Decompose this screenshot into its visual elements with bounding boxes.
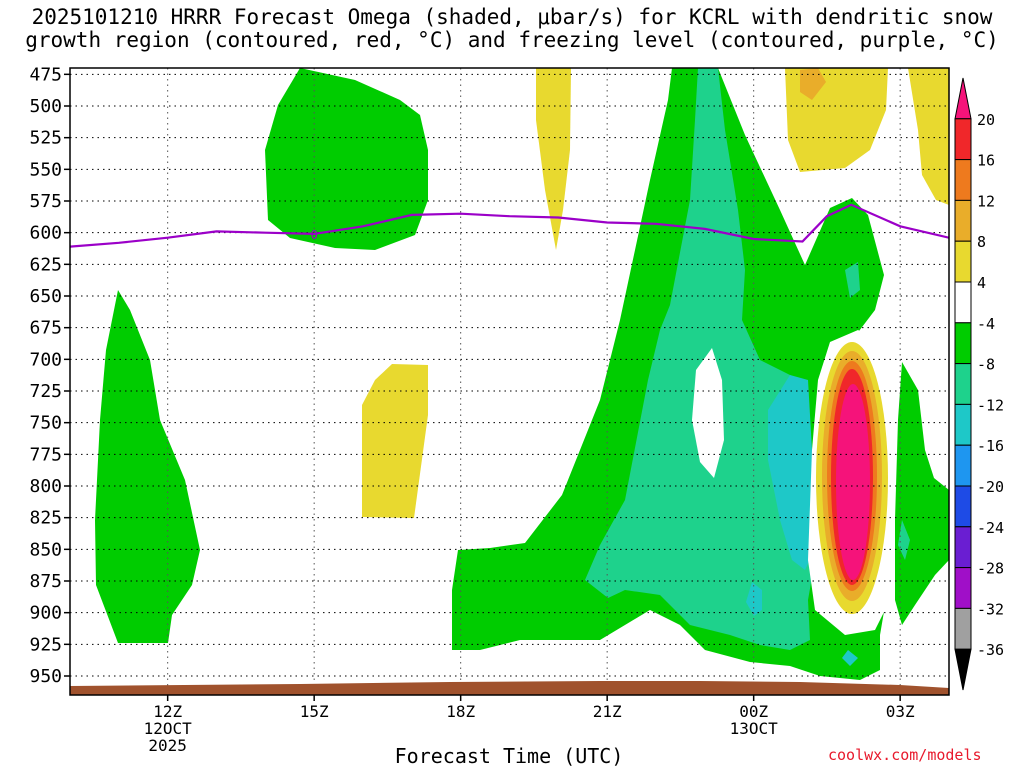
freezing-level-line (70, 203, 949, 248)
y-tick-label: 625 (29, 254, 62, 275)
x-tick-date: 12OCT (144, 719, 193, 738)
x-tick-year: 2025 (148, 736, 187, 755)
y-tick-label: 700 (29, 349, 62, 370)
freezing-level-label: 0 (311, 228, 318, 242)
colorbar-swatch (954, 281, 972, 324)
colorbar-swatch (954, 322, 972, 365)
omega-region-yellow (908, 68, 949, 205)
colorbar-swatch (954, 159, 972, 201)
y-tick-label: 525 (29, 128, 62, 149)
colorbar-swatch (954, 240, 972, 283)
colorbar-swatch (954, 607, 972, 650)
x-tick-label: 15Z (300, 702, 329, 721)
x-tick-label: 18Z (446, 702, 475, 721)
omega-region-yellow (362, 364, 428, 518)
y-axis: 475 500 525 550 575 600 625 650 675 700 725 750 775 8… (29, 64, 70, 687)
colorbar-swatch (954, 648, 972, 691)
omega-region-teal (585, 68, 815, 650)
x-tick-label: 00Z (739, 702, 768, 721)
colorbar-swatch (954, 403, 972, 446)
x-tick-label: 03Z (886, 702, 915, 721)
x-tick-label: 12Z (153, 702, 182, 721)
y-tick-label: 850 (29, 539, 62, 560)
chart-title-line2: growth region (contoured, red, °C) and f… (25, 28, 999, 52)
colorbar-label: -12 (977, 396, 1004, 414)
y-tick-label: 875 (29, 571, 62, 592)
x-tick-date: 13OCT (730, 719, 779, 738)
y-tick-label: 475 (29, 64, 62, 85)
omega-region-magenta (836, 384, 870, 580)
omega-region-gold (800, 68, 826, 100)
colorbar: 20 16 12 8 4 -4 -8 -12 -16 -20 -24 -28 -32 -36 (954, 77, 1004, 691)
x-axis-label: Forecast Time (UTC) (394, 744, 624, 768)
y-tick-label: 575 (29, 191, 62, 212)
omega-region-yellow (536, 68, 571, 250)
colorbar-swatch (954, 77, 972, 120)
y-tick-label: 725 (29, 381, 62, 402)
colorbar-label: -28 (977, 560, 1004, 578)
colorbar-label: -32 (977, 600, 1004, 618)
omega-shading (95, 68, 949, 680)
omega-region-green (895, 362, 949, 625)
y-tick-label: 750 (29, 413, 62, 434)
colorbar-label: -36 (977, 641, 1004, 659)
y-tick-label: 650 (29, 286, 62, 307)
colorbar-label: -4 (977, 315, 995, 333)
credit-link[interactable]: coolwx.com/models (828, 746, 982, 764)
y-tick-label: 500 (29, 96, 62, 117)
colorbar-swatch (954, 199, 972, 242)
y-tick-label: 925 (29, 634, 62, 655)
omega-region-white (692, 348, 724, 478)
omega-region-teal (898, 520, 910, 560)
colorbar-swatch (954, 363, 972, 405)
chart-title: 2025101210 HRRR Forecast Omega (shaded, … (0, 6, 1024, 52)
grid-lines (70, 68, 949, 695)
colorbar-label: -20 (977, 478, 1004, 496)
y-tick-label: 800 (29, 476, 62, 497)
omega-region-green (95, 290, 200, 643)
y-tick-label: 825 (29, 508, 62, 529)
colorbar-swatch (954, 567, 972, 609)
y-tick-label: 675 (29, 318, 62, 339)
omega-region-cyan (845, 262, 860, 298)
omega-region-cyan (842, 650, 858, 666)
omega-region-green (265, 68, 428, 250)
colorbar-label: 8 (977, 233, 986, 251)
chart-title-line1: 2025101210 HRRR Forecast Omega (shaded, … (31, 5, 993, 29)
y-tick-label: 950 (29, 666, 62, 687)
colorbar-label: 12 (977, 192, 995, 210)
colorbar-label: -8 (977, 356, 995, 374)
omega-region-cyan (746, 582, 762, 616)
x-tick-label: 21Z (593, 702, 622, 721)
colorbar-label: 16 (977, 152, 995, 170)
y-tick-label: 900 (29, 603, 62, 624)
y-tick-label: 600 (29, 223, 62, 244)
terrain-ground (70, 681, 949, 695)
colorbar-swatch (954, 485, 972, 528)
colorbar-label: 4 (977, 274, 986, 292)
plot-frame (69, 67, 950, 696)
y-tick-label: 775 (29, 444, 62, 465)
colorbar-label: 20 (977, 111, 995, 129)
colorbar-swatch (954, 118, 972, 161)
omega-region-cyan (768, 375, 812, 570)
colorbar-label: -16 (977, 437, 1004, 455)
colorbar-label: -24 (977, 519, 1004, 537)
colorbar-swatch (954, 444, 972, 487)
colorbar-swatch (954, 526, 972, 569)
y-tick-label: 550 (29, 159, 62, 180)
